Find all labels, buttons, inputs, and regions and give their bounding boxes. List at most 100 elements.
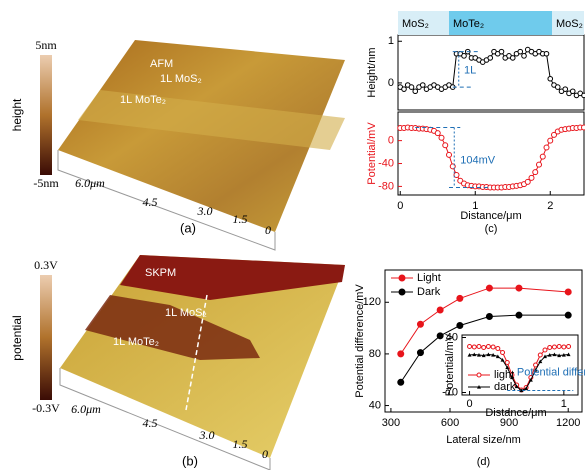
marker bbox=[540, 154, 545, 159]
marker bbox=[437, 333, 443, 339]
marker bbox=[510, 56, 515, 61]
x-tick-label: 0 bbox=[466, 398, 472, 410]
marker bbox=[529, 175, 534, 180]
panel-a: 5nm -5nm height AFM 1L MoS₂ 1L MoTe₂ 6.0… bbox=[10, 38, 345, 250]
marker bbox=[516, 312, 522, 318]
marker bbox=[477, 345, 481, 349]
marker bbox=[437, 307, 443, 313]
x-tick-label: 1 bbox=[561, 398, 567, 410]
label: 1L MoTe₂ bbox=[113, 336, 159, 348]
x-axis-label: Lateral size/nm bbox=[446, 434, 521, 446]
colorbar-label: potential bbox=[10, 315, 24, 360]
marker bbox=[567, 345, 571, 349]
caption: (d) bbox=[477, 456, 490, 468]
marker bbox=[522, 54, 527, 59]
marker bbox=[491, 345, 495, 349]
x-axis-label: Distance/μm bbox=[485, 407, 546, 419]
marker bbox=[552, 345, 556, 349]
axis-tick: 0 bbox=[262, 447, 268, 461]
marker bbox=[525, 179, 530, 184]
marker bbox=[472, 345, 476, 349]
marker bbox=[457, 295, 463, 301]
page: 5nm -5nm height AFM 1L MoS₂ 1L MoTe₂ 6.0… bbox=[0, 0, 585, 470]
colorbar-min: -0.3V bbox=[32, 401, 60, 415]
colorbar-min: -5nm bbox=[33, 176, 59, 190]
marker bbox=[477, 373, 481, 377]
label: 1L MoS₂ bbox=[160, 73, 202, 85]
marker bbox=[499, 49, 504, 54]
y-axis-label: Height/nm bbox=[366, 47, 378, 97]
marker bbox=[409, 85, 414, 90]
y-tick-label: 1 bbox=[388, 35, 394, 47]
marker bbox=[544, 51, 549, 56]
y-tick-label: 0 bbox=[388, 77, 394, 89]
legend-label: Light bbox=[417, 272, 441, 284]
y-axis-label: Potential difference/mV bbox=[354, 284, 366, 398]
marker bbox=[402, 87, 407, 92]
legend-label: dark bbox=[494, 381, 516, 393]
marker bbox=[486, 285, 492, 291]
axis-tick: 4.5 bbox=[143, 416, 158, 430]
marker bbox=[398, 379, 404, 385]
marker bbox=[562, 345, 566, 349]
axis-tick: 3.0 bbox=[199, 428, 215, 442]
y-axis-label: Potential/mV bbox=[366, 122, 378, 185]
marker bbox=[565, 312, 571, 318]
caption: (a) bbox=[180, 220, 196, 235]
marker bbox=[420, 83, 425, 88]
colorbar-label: height bbox=[10, 98, 24, 131]
label: 1L MoS₂ bbox=[165, 307, 207, 319]
marker bbox=[447, 152, 452, 157]
marker bbox=[518, 49, 523, 54]
marker bbox=[505, 361, 509, 365]
colorbar bbox=[40, 275, 52, 400]
x-axis-label: Distance/μm bbox=[460, 210, 521, 222]
caption: (c) bbox=[485, 223, 498, 235]
label: AFM bbox=[150, 58, 173, 70]
axis-tick: 6.0μm bbox=[75, 176, 105, 190]
label: SKPM bbox=[145, 267, 176, 279]
marker bbox=[544, 145, 549, 150]
region-label: MoTe₂ bbox=[453, 18, 484, 30]
plot-frame bbox=[398, 112, 584, 195]
plot-frame bbox=[398, 35, 584, 110]
region-label: MoS₂ bbox=[402, 18, 429, 30]
colorbar-max: 5nm bbox=[35, 38, 57, 52]
marker bbox=[486, 313, 492, 319]
figure: 5nm -5nm height AFM 1L MoS₂ 1L MoTe₂ 6.0… bbox=[0, 0, 585, 470]
marker bbox=[399, 289, 405, 295]
colorbar bbox=[40, 55, 52, 175]
annotation: 1L bbox=[464, 64, 476, 76]
caption: (b) bbox=[182, 453, 198, 468]
marker bbox=[537, 162, 542, 167]
panel-b: 0.3V -0.3V potential SKPM 1L MoS₂ 1L MoT… bbox=[10, 255, 345, 470]
marker bbox=[398, 351, 404, 357]
marker bbox=[439, 135, 444, 140]
marker bbox=[482, 346, 486, 350]
marker bbox=[413, 89, 418, 94]
y-tick-label: 40 bbox=[369, 399, 381, 411]
colorbar-max: 0.3V bbox=[34, 258, 58, 272]
marker bbox=[417, 321, 423, 327]
x-tick-label: 300 bbox=[382, 417, 400, 429]
marker bbox=[417, 350, 423, 356]
marker bbox=[496, 347, 500, 351]
marker bbox=[399, 275, 405, 281]
marker bbox=[462, 54, 467, 59]
axis-tick: 3.0 bbox=[197, 204, 213, 218]
marker bbox=[538, 353, 542, 357]
marker bbox=[582, 125, 585, 130]
y-tick-label: 80 bbox=[369, 348, 381, 360]
marker bbox=[435, 131, 440, 136]
x-tick-label: 600 bbox=[441, 417, 459, 429]
marker bbox=[501, 351, 505, 355]
x-tick-label: 2 bbox=[547, 200, 553, 212]
marker bbox=[443, 143, 448, 148]
marker bbox=[548, 138, 553, 143]
y-tick-label: -80 bbox=[378, 180, 394, 192]
marker bbox=[570, 89, 575, 94]
marker bbox=[548, 76, 553, 81]
marker bbox=[516, 285, 522, 291]
y-axis-label: Potential/mV bbox=[444, 333, 456, 396]
legend-label: Dark bbox=[417, 286, 441, 298]
